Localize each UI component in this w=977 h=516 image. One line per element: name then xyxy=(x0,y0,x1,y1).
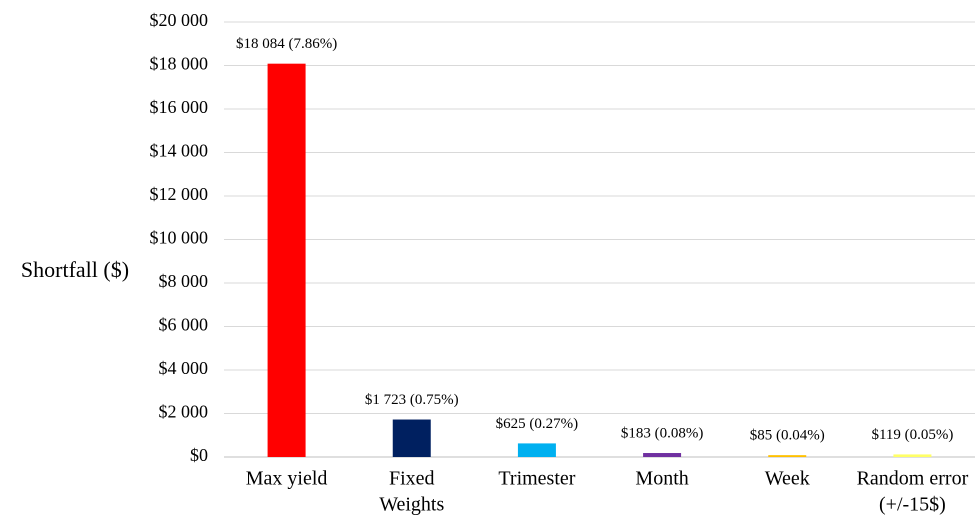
x-tick-label: Max yield xyxy=(246,468,328,490)
y-tick-label: $18 000 xyxy=(150,54,209,74)
bar xyxy=(392,419,431,457)
x-tick-label: Month xyxy=(635,468,688,490)
value-label: $1 723 (0.75%) xyxy=(365,392,459,408)
bar xyxy=(768,455,807,457)
y-tick-label: $2 000 xyxy=(159,402,209,422)
bar xyxy=(893,454,932,457)
y-axis-label: Shortfall ($) xyxy=(21,257,129,282)
x-tick-label: (+/-15$) xyxy=(879,494,946,516)
y-tick-label: $8 000 xyxy=(159,271,209,291)
x-tick-label: Fixed xyxy=(389,468,435,490)
x-tick-label: Trimester xyxy=(498,468,575,490)
y-tick-label: $10 000 xyxy=(150,228,209,248)
value-label: $119 (0.05%) xyxy=(871,427,953,443)
bar xyxy=(267,63,306,457)
value-label: $18 084 (7.86%) xyxy=(236,36,337,52)
value-label: $183 (0.08%) xyxy=(621,425,704,441)
y-tick-label: $14 000 xyxy=(150,141,209,161)
y-tick-label: $6 000 xyxy=(159,315,209,335)
value-label: $625 (0.27%) xyxy=(496,416,579,432)
bar xyxy=(643,453,682,457)
y-tick-label: $20 000 xyxy=(150,10,209,30)
y-tick-label: $4 000 xyxy=(159,358,209,378)
y-tick-label: $12 000 xyxy=(150,184,209,204)
y-tick-label: $0 xyxy=(190,445,208,465)
bar xyxy=(517,443,556,457)
x-tick-label: Week xyxy=(765,468,810,490)
value-label: $85 (0.04%) xyxy=(750,428,825,444)
x-tick-label: Weights xyxy=(379,494,444,516)
x-tick-label: Random error xyxy=(857,468,969,490)
y-tick-label: $16 000 xyxy=(150,97,209,117)
